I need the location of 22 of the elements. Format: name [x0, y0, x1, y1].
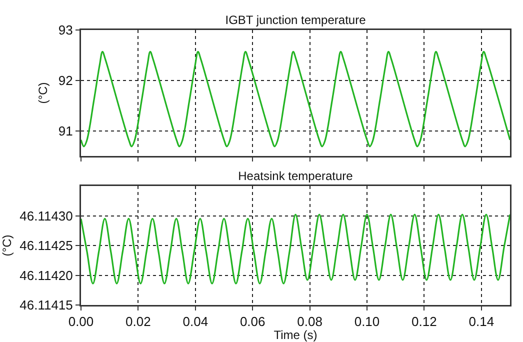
x-axis-title: Time (s): [274, 328, 318, 342]
x-tick-label: 0.10: [354, 314, 380, 330]
line-series: [81, 50, 510, 148]
x-tick-label: 0.04: [182, 314, 208, 330]
y-tick-label: 46.11430: [20, 208, 73, 224]
x-tick-label: 0.08: [297, 314, 322, 330]
x-tick-label: 0.12: [412, 314, 437, 330]
line-series: [81, 214, 510, 284]
y-axis-title: (°C): [0, 234, 14, 256]
y-tick-label: 91: [58, 123, 73, 138]
x-tick-label: 0.02: [126, 314, 151, 330]
chart-title: IGBT junction temperature: [225, 13, 366, 27]
y-tick-label: 46.11420: [20, 268, 73, 283]
x-tick-label: 0.14: [468, 314, 494, 330]
y-tick-label: 93: [58, 22, 73, 38]
y-tick-label: 92: [58, 72, 73, 88]
x-tick-label: 0.06: [240, 314, 266, 330]
y-tick-label: 46.11425: [20, 238, 73, 254]
y-tick-label: 46.11415: [20, 298, 73, 313]
y-axis-title: (°C): [36, 82, 50, 104]
x-tick-label: 0.00: [68, 314, 94, 330]
chart-title: Heatsink temperature: [238, 169, 354, 183]
